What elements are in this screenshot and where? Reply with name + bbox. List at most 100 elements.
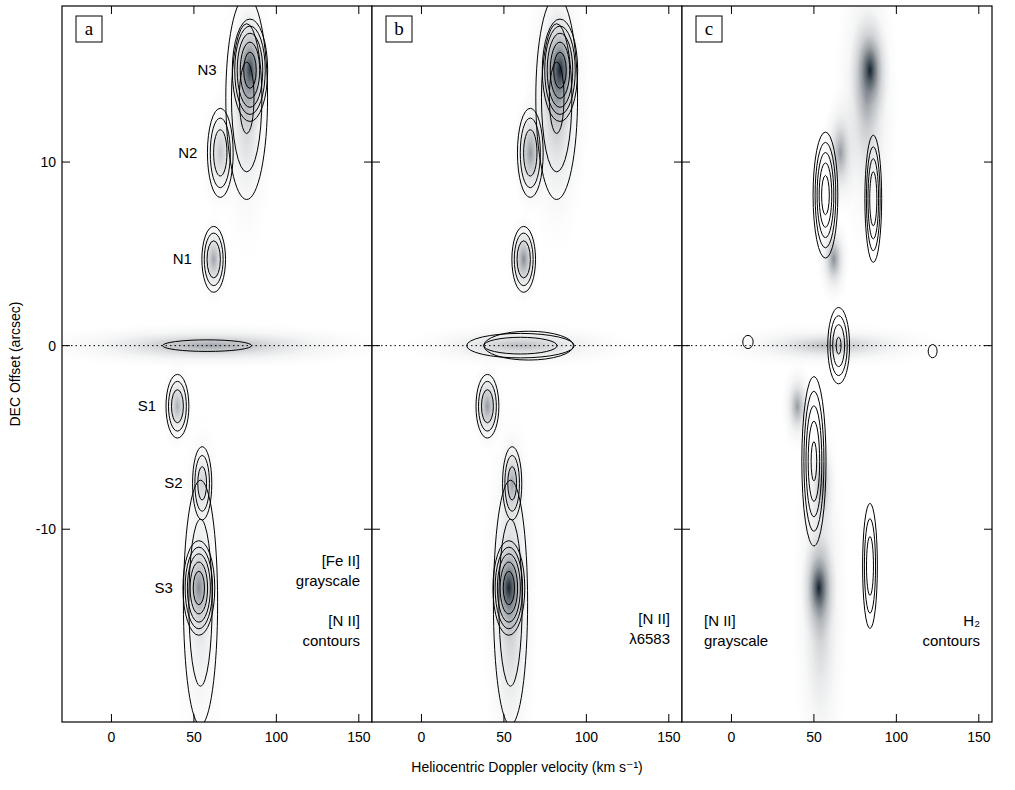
reference-line <box>372 345 682 346</box>
contour <box>864 519 875 613</box>
x-tick <box>813 714 814 722</box>
x-tick-label: 150 <box>347 729 371 745</box>
annotation: grayscale <box>296 572 360 589</box>
contour <box>232 19 267 121</box>
contour <box>866 536 873 595</box>
contour <box>467 333 575 357</box>
x-tick <box>896 714 897 722</box>
x-tick-label: 0 <box>418 729 426 745</box>
contour <box>514 233 533 285</box>
contour <box>866 147 880 251</box>
annotation: H₂ <box>963 612 980 629</box>
contour <box>183 480 217 722</box>
x-tick-label: 50 <box>806 729 822 745</box>
reference-line <box>682 345 992 346</box>
contour <box>542 19 577 121</box>
annotation-patch <box>300 631 362 650</box>
knot-label: N1 <box>173 250 192 267</box>
y-tick <box>364 162 372 163</box>
contour <box>481 390 493 423</box>
knot-label: N2 <box>178 144 197 161</box>
contour <box>478 381 496 431</box>
plot-area <box>62 6 372 722</box>
contour <box>547 33 573 107</box>
plot-area <box>372 6 682 722</box>
contour <box>168 381 186 431</box>
x-tick-label: 150 <box>657 729 681 745</box>
contour <box>815 142 836 247</box>
x-tick <box>276 6 277 14</box>
annotation-patch <box>326 611 362 630</box>
panel-letter-box <box>76 16 102 42</box>
contour <box>202 226 226 292</box>
contour <box>802 377 826 546</box>
contour <box>484 331 574 360</box>
y-tick <box>62 162 70 163</box>
x-tick-label: 100 <box>885 729 909 745</box>
contour <box>743 335 753 348</box>
x-tick <box>668 6 669 14</box>
contour <box>517 108 543 197</box>
x-tick-label: 150 <box>967 729 991 745</box>
contour <box>231 24 261 172</box>
contour <box>189 519 212 686</box>
contour <box>500 562 517 614</box>
contour <box>863 503 878 628</box>
contour <box>554 52 567 88</box>
plot-area <box>682 6 992 722</box>
contour <box>806 406 822 517</box>
contour <box>828 307 850 383</box>
contour <box>928 345 937 358</box>
contour <box>497 554 520 622</box>
contour <box>484 337 557 354</box>
contour <box>493 480 527 722</box>
contour <box>476 374 499 438</box>
contour <box>822 175 830 214</box>
annotation: λ6583 <box>629 630 670 647</box>
x-tick <box>358 714 359 722</box>
contour <box>870 172 877 226</box>
y-tick <box>984 529 992 530</box>
x-tick <box>193 714 194 722</box>
contour <box>503 571 514 604</box>
annotation-patch <box>627 629 672 648</box>
x-tick-label: 0 <box>728 729 736 745</box>
grayscale-blob <box>200 84 241 222</box>
knot-label: S2 <box>164 474 182 491</box>
contour <box>836 337 841 354</box>
annotation: [N II] <box>638 610 670 627</box>
contour <box>204 233 223 285</box>
y-tick-label: -10 <box>36 521 56 537</box>
grayscale-blob <box>524 6 590 258</box>
grayscale-blob <box>62 323 372 369</box>
x-tick-label: 100 <box>575 729 599 745</box>
y-tick <box>984 345 992 346</box>
annotation-patch <box>961 611 982 630</box>
contour <box>171 390 183 423</box>
grayscale-blob <box>792 396 850 722</box>
panel-letter: c <box>705 18 713 39</box>
frame <box>62 6 372 722</box>
y-tick <box>372 162 380 163</box>
x-tick <box>731 714 732 722</box>
annotation-patch <box>702 631 770 650</box>
annotation: [N II] <box>328 612 360 629</box>
y-tick <box>364 345 372 346</box>
contour <box>512 226 536 292</box>
frame <box>372 6 682 722</box>
contour <box>195 455 210 511</box>
x-tick-label: 100 <box>265 729 289 745</box>
knot-label: S1 <box>138 397 156 414</box>
contour <box>239 62 254 133</box>
y-tick-label: 10 <box>40 154 56 170</box>
reference-line <box>62 345 372 346</box>
annotation: [N II] <box>704 612 736 629</box>
grayscale-blob <box>507 213 540 305</box>
contour <box>193 447 212 520</box>
contour <box>499 519 522 686</box>
x-tick <box>813 6 814 14</box>
x-tick <box>276 714 277 722</box>
y-tick-label: 0 <box>48 338 56 354</box>
contour <box>804 391 824 531</box>
contour <box>207 108 233 197</box>
